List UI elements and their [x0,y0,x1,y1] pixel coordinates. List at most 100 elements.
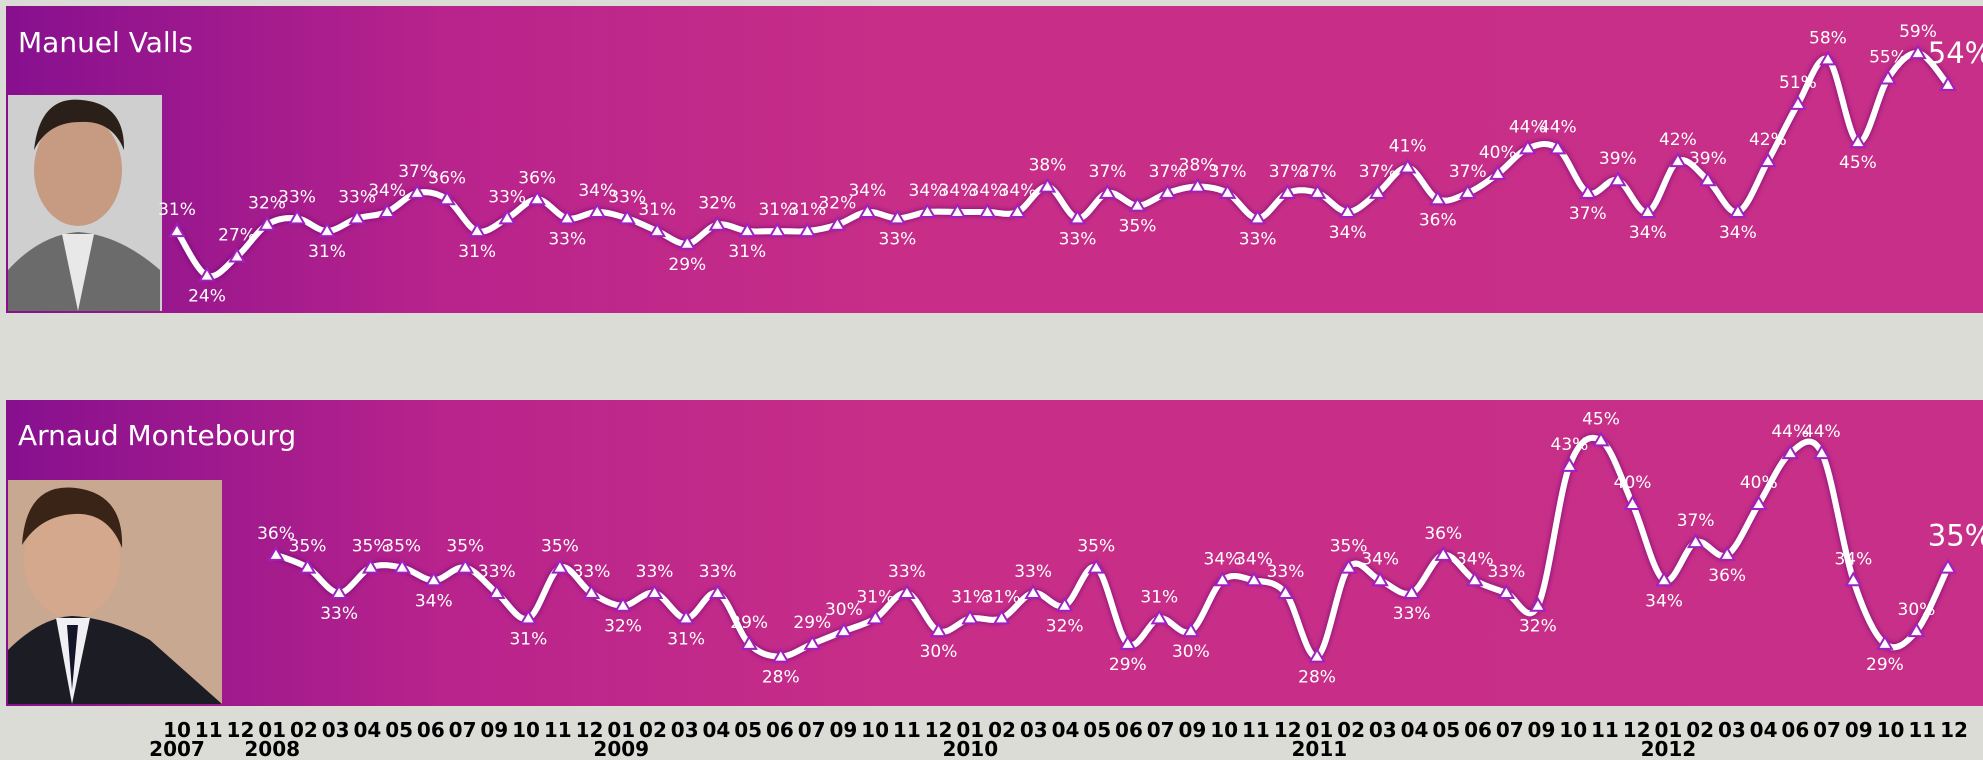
marker [1458,183,1477,199]
data-label: 33% [488,187,526,207]
data-label: 31% [983,587,1021,607]
x-tick-label: 01 [607,718,635,742]
marker [1068,209,1087,225]
marker [228,247,246,263]
x-tick-label: 07 [1147,718,1175,742]
marker [1529,596,1547,612]
marker [1128,196,1147,212]
marker [393,558,411,574]
data-label: 34% [999,181,1037,201]
marker [1024,584,1042,599]
data-label: 33% [888,562,926,582]
x-tick-label: 12 [1274,718,1302,742]
marker [378,203,396,218]
marker [1276,584,1295,599]
marker [348,209,366,225]
marker [1338,203,1357,218]
marker [740,634,758,650]
x-tick-label: 09 [480,718,508,742]
data-label: 30% [1898,600,1936,620]
data-label: 36% [428,168,466,188]
marker [1308,183,1327,199]
data-label: 42% [1659,130,1697,150]
marker [1655,571,1673,587]
data-label: 33% [608,187,646,207]
marker [456,558,475,574]
marker [1907,622,1926,638]
photo [8,95,162,311]
data-label: 34% [368,181,406,201]
marker [1182,622,1200,638]
x-tick-label: 12 [576,718,604,742]
year-label: 2007 [149,737,205,760]
marker [1729,203,1747,218]
x-tick-label: 12 [1940,718,1968,742]
marker [198,266,216,282]
data-label: 31% [856,587,894,607]
marker [1248,209,1267,225]
data-label: 37% [1209,162,1247,182]
data-label: 34% [1235,549,1273,569]
marker [1560,456,1579,472]
marker [708,215,727,231]
data-label: 45% [1582,409,1620,429]
data-label: 37% [1359,162,1397,182]
marker [1813,444,1831,460]
marker [558,209,576,225]
marker [267,545,285,561]
data-label: 32% [1046,617,1084,637]
marker [1188,177,1207,193]
data-label: 28% [762,668,800,688]
x-tick-label: 11 [544,718,572,742]
marker [1749,495,1768,510]
data-label: 44% [1539,117,1577,137]
data-label: 31% [667,629,705,649]
x-tick-label: 02 [639,718,667,742]
marker [588,203,606,218]
marker [1213,571,1232,587]
marker [528,190,546,206]
data-label: 37% [1299,162,1337,182]
data-label: 32% [248,194,286,214]
marker [1789,94,1807,110]
data-label: 33% [573,562,611,582]
data-label: 33% [320,604,358,624]
data-label: 29% [1109,655,1147,675]
marker [1218,183,1237,199]
x-tick-label: 11 [195,718,223,742]
marker [1278,183,1297,199]
x-tick-label: 05 [1083,718,1111,742]
marker [1428,190,1447,206]
data-label: 28% [1298,668,1336,688]
data-label: 35% [1077,537,1115,557]
data-label: 27% [218,226,256,246]
marker [677,609,695,625]
x-tick-label: 12 [925,718,953,742]
marker [1466,571,1484,587]
marker [618,209,636,225]
data-label: 33% [1014,562,1052,582]
data-label: 35% [383,537,421,557]
x-tick-label: 06 [417,718,445,742]
data-label: 29% [730,613,768,633]
x-tick-label: 02 [1337,718,1365,742]
x-tick-label: 02 [1686,718,1714,742]
data-label: 39% [1689,149,1727,169]
x-tick-label: 02 [290,718,318,742]
data-label: 34% [909,181,947,201]
x-tick-label: 04 [353,718,381,742]
x-tick-label: 05 [385,718,413,742]
x-tick-label: 11 [1242,718,1270,742]
data-label: 55% [1869,48,1907,68]
data-label: 33% [1239,229,1277,249]
data-label: 34% [1834,549,1872,569]
x-tick-label: 09 [1528,718,1556,742]
marker [1718,545,1736,561]
data-label: 33% [879,229,917,249]
data-label: 32% [604,617,642,637]
marker [1849,133,1867,149]
marker [948,203,967,218]
data-label: 33% [338,187,376,207]
marker [298,558,317,574]
data-label: 36% [1708,566,1746,586]
